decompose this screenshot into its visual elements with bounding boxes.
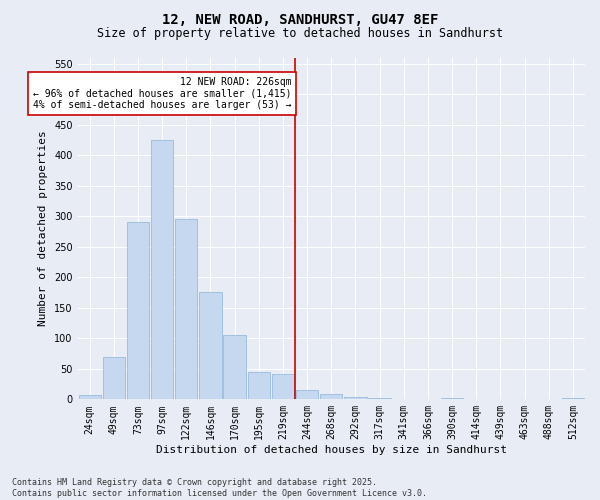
Bar xyxy=(223,334,246,400)
Bar xyxy=(392,398,415,400)
Bar xyxy=(368,398,391,400)
Bar xyxy=(199,292,221,400)
Bar xyxy=(320,394,343,400)
Text: 12, NEW ROAD, SANDHURST, GU47 8EF: 12, NEW ROAD, SANDHURST, GU47 8EF xyxy=(162,12,438,26)
Bar xyxy=(465,398,487,400)
Y-axis label: Number of detached properties: Number of detached properties xyxy=(38,130,49,326)
Bar xyxy=(151,140,173,400)
Bar xyxy=(127,222,149,400)
Bar xyxy=(272,374,294,400)
Bar xyxy=(562,398,584,400)
Text: Size of property relative to detached houses in Sandhurst: Size of property relative to detached ho… xyxy=(97,28,503,40)
Text: 12 NEW ROAD: 226sqm
← 96% of detached houses are smaller (1,415)
4% of semi-deta: 12 NEW ROAD: 226sqm ← 96% of detached ho… xyxy=(33,77,292,110)
Bar xyxy=(79,395,101,400)
Bar xyxy=(175,220,197,400)
Bar xyxy=(296,390,318,400)
Bar xyxy=(103,356,125,400)
Bar xyxy=(344,397,367,400)
Text: Contains HM Land Registry data © Crown copyright and database right 2025.
Contai: Contains HM Land Registry data © Crown c… xyxy=(12,478,427,498)
X-axis label: Distribution of detached houses by size in Sandhurst: Distribution of detached houses by size … xyxy=(156,445,507,455)
Bar xyxy=(441,398,463,400)
Bar xyxy=(248,372,270,400)
